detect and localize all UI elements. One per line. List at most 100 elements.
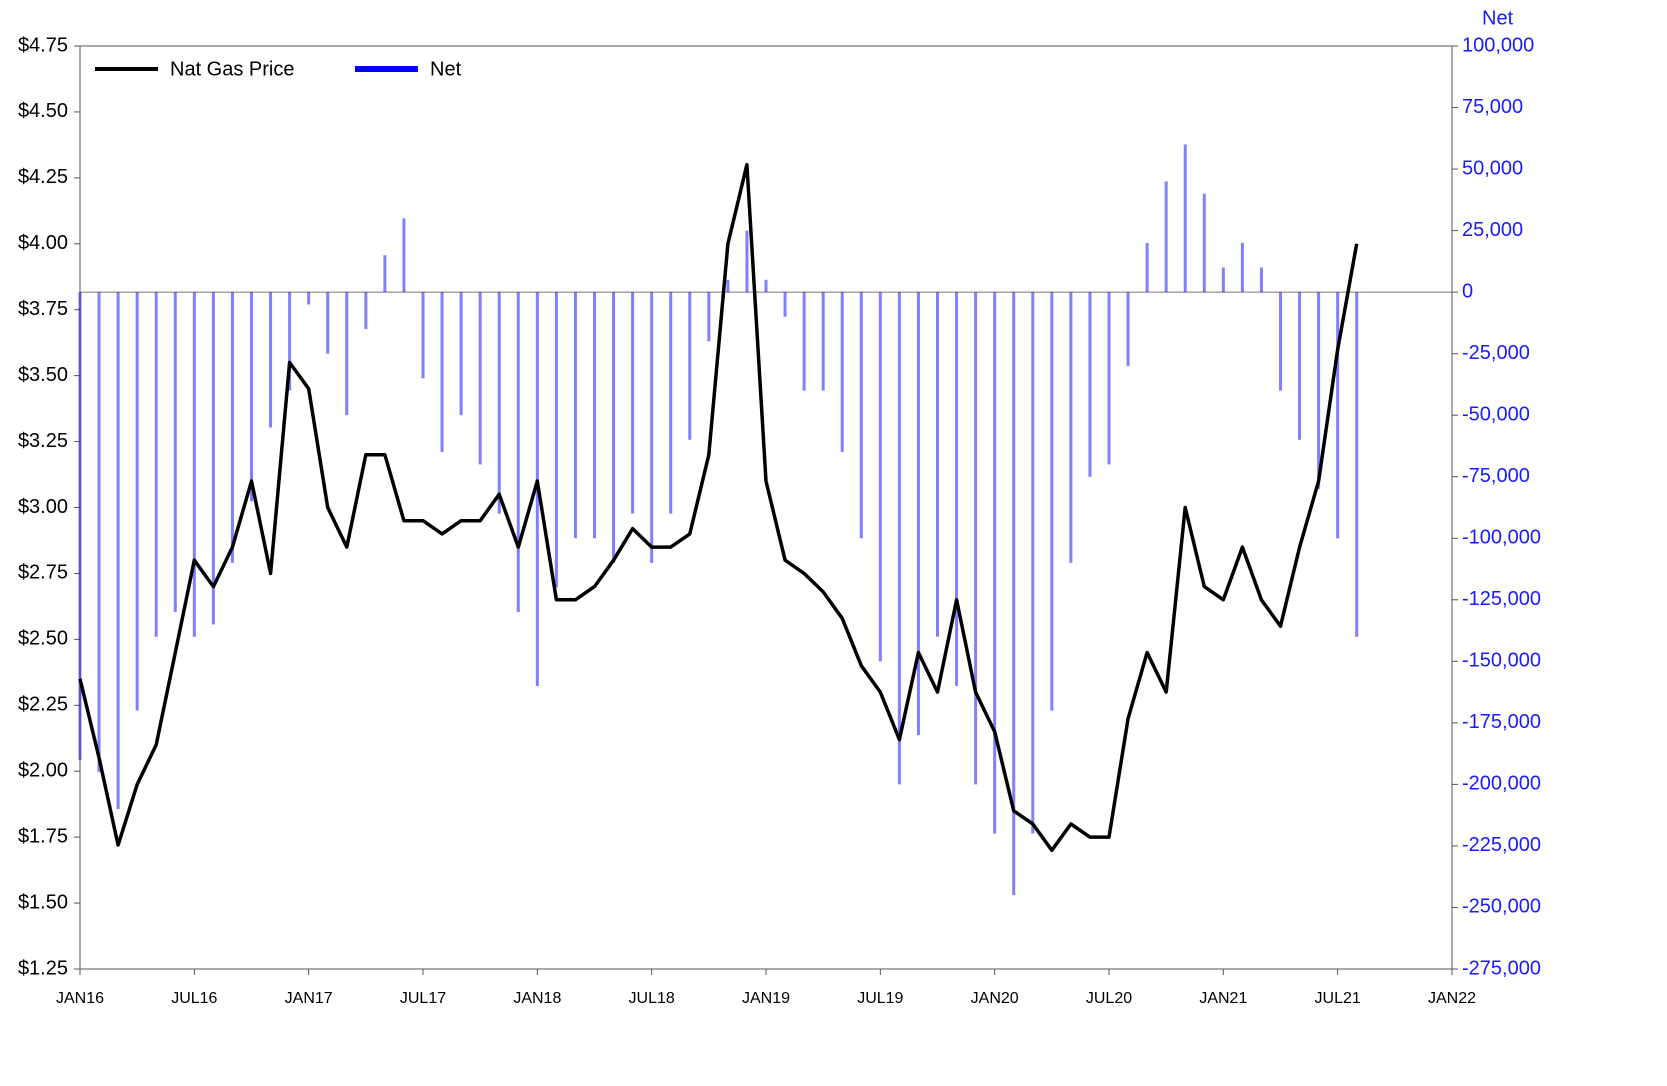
bar	[116, 292, 120, 810]
y2-axis-title: Net	[1482, 7, 1514, 29]
bar	[573, 292, 577, 539]
legend-label: Nat Gas Price	[170, 58, 294, 80]
bar	[97, 292, 101, 773]
bar	[650, 292, 654, 563]
bar	[421, 292, 425, 379]
bar	[593, 292, 596, 539]
bar	[745, 230, 749, 293]
y2-tick-label: -125,000	[1462, 588, 1541, 610]
bar	[1259, 267, 1263, 293]
bar	[1126, 292, 1130, 366]
y-tick-label: $4.25	[18, 166, 68, 188]
bar	[211, 292, 215, 625]
bar	[936, 292, 939, 637]
y-tick-label: $3.50	[18, 364, 68, 386]
x-tick-label: JUL19	[857, 990, 903, 1007]
bar	[631, 292, 635, 514]
y2-tick-label: -25,000	[1462, 342, 1530, 364]
bar	[1012, 292, 1016, 896]
y-tick-label: $3.25	[18, 430, 68, 452]
y2-tick-label: -100,000	[1462, 527, 1541, 549]
bar	[1069, 292, 1073, 563]
bar	[78, 292, 82, 760]
legend-label: Net	[430, 58, 462, 80]
bar	[897, 292, 901, 785]
bar	[783, 292, 787, 317]
y2-tick-label: 75,000	[1462, 96, 1523, 118]
bar	[1202, 193, 1206, 293]
bar	[250, 292, 253, 502]
y-tick-label: $2.25	[18, 694, 68, 716]
y-tick-label: $1.25	[18, 957, 68, 979]
y-tick-label: $2.00	[18, 759, 68, 781]
bar	[1336, 292, 1340, 539]
y2-tick-label: -200,000	[1462, 773, 1541, 795]
y2-tick-label: 0	[1462, 280, 1473, 302]
bar	[230, 292, 234, 563]
bar	[916, 292, 920, 736]
bar	[154, 292, 158, 637]
x-tick-label: JAN16	[56, 990, 104, 1007]
bar	[726, 279, 730, 293]
bar	[1145, 242, 1149, 293]
x-tick-label: JUL21	[1315, 990, 1361, 1007]
bar	[192, 292, 196, 637]
bar	[269, 292, 273, 428]
y2-tick-label: -75,000	[1462, 465, 1530, 487]
bar	[383, 255, 387, 293]
bar	[1240, 242, 1244, 293]
bar	[173, 292, 177, 613]
bar	[440, 292, 444, 453]
x-tick-label: JAN18	[513, 990, 561, 1007]
bar	[955, 292, 959, 686]
bar	[345, 292, 349, 416]
bar	[707, 292, 711, 342]
bar	[1317, 292, 1321, 490]
y-tick-label: $4.75	[18, 34, 68, 56]
bar	[669, 292, 673, 514]
y-tick-label: $4.50	[18, 100, 68, 122]
bar	[878, 292, 882, 662]
bar	[993, 292, 997, 834]
bar	[364, 292, 368, 330]
bar	[478, 292, 482, 465]
bar	[307, 292, 311, 305]
y2-tick-label: -150,000	[1462, 650, 1541, 672]
bar	[1088, 292, 1092, 477]
bar	[1183, 144, 1187, 293]
bar	[1298, 292, 1302, 440]
y2-tick-label: 100,000	[1462, 34, 1534, 56]
bar	[821, 292, 825, 391]
x-tick-label: JUL18	[629, 990, 675, 1007]
bar	[1164, 181, 1168, 293]
y-tick-label: $3.75	[18, 298, 68, 320]
y-tick-label: $4.00	[18, 232, 68, 254]
x-tick-label: JAN17	[285, 990, 333, 1007]
y2-tick-label: 50,000	[1462, 157, 1523, 179]
y2-tick-label: -175,000	[1462, 711, 1541, 733]
y2-tick-label: -275,000	[1462, 957, 1541, 979]
bar	[554, 292, 558, 588]
bar	[135, 292, 139, 711]
y-tick-label: $1.50	[18, 891, 68, 913]
y-tick-label: $2.50	[18, 628, 68, 650]
bar	[859, 292, 863, 539]
bar	[459, 292, 463, 416]
bar	[288, 292, 292, 391]
x-tick-label: JAN20	[971, 990, 1019, 1007]
x-tick-label: JAN22	[1428, 990, 1476, 1007]
x-tick-label: JAN19	[742, 990, 790, 1007]
bar	[612, 292, 616, 563]
bar	[764, 279, 768, 293]
bar	[1050, 292, 1054, 711]
x-tick-label: JAN21	[1199, 990, 1247, 1007]
price-line	[78, 162, 1359, 853]
bar	[1221, 267, 1225, 293]
y2-tick-label: 25,000	[1462, 219, 1523, 241]
y-tick-label: $3.00	[18, 496, 68, 518]
x-tick-label: JUL16	[171, 990, 217, 1007]
bar	[497, 292, 501, 514]
bar	[1031, 292, 1035, 834]
bar	[802, 292, 806, 391]
x-tick-label: JUL17	[400, 990, 446, 1007]
